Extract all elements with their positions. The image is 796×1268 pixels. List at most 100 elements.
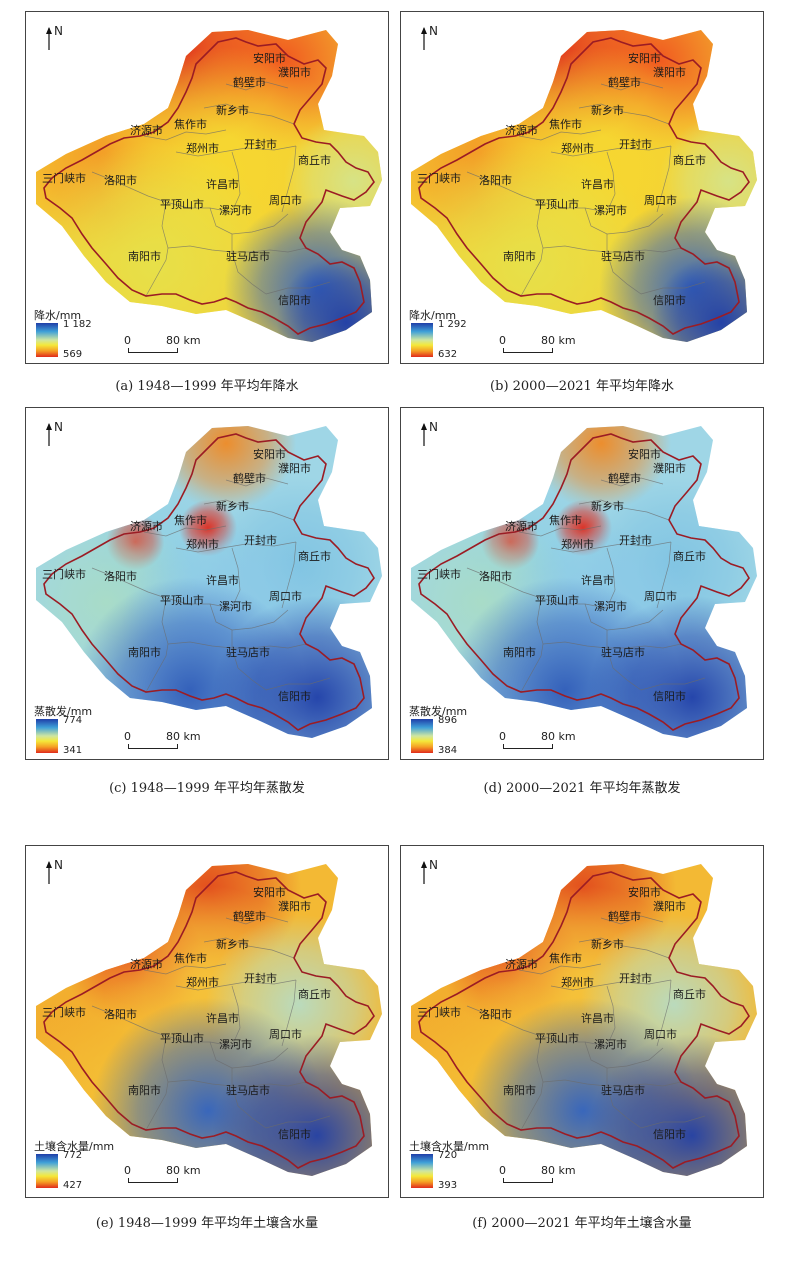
scale-line	[503, 1178, 553, 1183]
city-label-luoyang: 洛阳市	[479, 174, 512, 187]
legend-title: 降水/mm	[34, 309, 82, 322]
city-label-xinyang: 信阳市	[653, 690, 686, 703]
city-label-shangqiu: 商丘市	[298, 550, 331, 563]
city-label-xuchang: 许昌市	[581, 178, 614, 191]
city-label-jiaozuo: 焦作市	[549, 952, 582, 965]
map-panel-a: N 安阳市 濮阳市 鹤壁市 新乡市 济源市 焦作市 郑州市 开封市 商丘市 三门峡市 洛阳市 许昌市 周口…	[25, 11, 389, 364]
city-label-hebi: 鹤壁市	[233, 910, 266, 923]
city-label-shangqiu: 商丘市	[673, 550, 706, 563]
map-panel-d: N 安阳市 濮阳市 鹤壁市 新乡市 济源市 焦作市 郑州市 开封市 商丘市 三门峡市 洛阳市 许昌市 周口…	[400, 407, 764, 760]
city-label-jiyuan: 济源市	[505, 958, 538, 971]
legend-min-value: 384	[438, 745, 458, 756]
province-boundary	[43, 871, 375, 1169]
province-boundary	[43, 37, 375, 335]
scale-distance: 80 km	[541, 1164, 576, 1177]
city-label-hebi: 鹤壁市	[608, 76, 641, 89]
city-label-luoyang: 洛阳市	[479, 1008, 512, 1021]
city-label-luoyang: 洛阳市	[104, 174, 137, 187]
city-label-zhoukou: 周口市	[644, 590, 677, 603]
scale-zero: 0	[499, 1164, 506, 1177]
legend-max-value: 896	[438, 715, 458, 726]
scale-zero: 0	[124, 1164, 131, 1177]
city-label-jiyuan: 济源市	[505, 124, 538, 137]
map-raster-d	[411, 426, 757, 738]
city-label-xinyang: 信阳市	[653, 294, 686, 307]
city-label-nanyang: 南阳市	[503, 250, 536, 263]
city-label-hebi: 鹤壁市	[233, 472, 266, 485]
city-label-zhumadian: 驻马店市	[226, 1084, 270, 1097]
city-label-luohe: 漯河市	[594, 204, 627, 217]
legend-min-value: 632	[438, 349, 458, 360]
north-label: N	[54, 858, 63, 872]
panel-caption-e: (e) 1948—1999 年平均年土壤含水量	[95, 1216, 319, 1231]
city-label-jiaozuo: 焦作市	[174, 952, 207, 965]
city-label-shangqiu: 商丘市	[298, 988, 331, 1001]
city-label-xuchang: 许昌市	[206, 178, 239, 191]
city-label-anyang: 安阳市	[628, 448, 661, 461]
scale-line	[128, 744, 178, 749]
city-label-zhumadian: 驻马店市	[601, 1084, 645, 1097]
map-panel-e: N 安阳市 濮阳市 鹤壁市 新乡市 济源市 焦作市 郑州市 开封市 商丘市 三门峡市 洛阳市 许昌市 周口…	[25, 845, 389, 1198]
city-label-puyang: 濮阳市	[653, 66, 686, 79]
city-label-xinxiang: 新乡市	[591, 104, 624, 117]
city-label-puyang: 濮阳市	[653, 900, 686, 913]
map-panel-b: N 安阳市 濮阳市 鹤壁市 新乡市 济源市 焦作市 郑州市 开封市 商丘市 三门峡市 洛阳市 许昌市 周口…	[400, 11, 764, 364]
north-label: N	[54, 420, 63, 434]
city-label-anyang: 安阳市	[253, 448, 286, 461]
north-arrow-icon	[421, 861, 427, 884]
city-label-sanmenxia: 三门峡市	[42, 172, 86, 185]
legend-max-value: 1 182	[63, 319, 92, 330]
city-label-zhengzhou: 郑州市	[186, 142, 219, 155]
city-label-zhoukou: 周口市	[269, 590, 302, 603]
province-boundary	[418, 433, 750, 731]
city-label-zhengzhou: 郑州市	[561, 538, 594, 551]
city-label-kaifeng: 开封市	[619, 534, 652, 547]
north-arrow-icon	[421, 27, 427, 50]
city-label-xinyang: 信阳市	[278, 294, 311, 307]
province-boundary	[418, 871, 750, 1169]
city-label-kaifeng: 开封市	[244, 138, 277, 151]
city-label-xuchang: 许昌市	[581, 1012, 614, 1025]
city-label-puyang: 濮阳市	[653, 462, 686, 475]
city-label-pingdingshan: 平顶山市	[535, 594, 579, 607]
scale-line	[128, 1178, 178, 1183]
scale-distance: 80 km	[541, 730, 576, 743]
city-label-puyang: 濮阳市	[278, 462, 311, 475]
city-label-puyang: 濮阳市	[278, 900, 311, 913]
legend-colorbar	[411, 323, 433, 357]
city-label-hebi: 鹤壁市	[233, 76, 266, 89]
city-label-jiyuan: 济源市	[130, 520, 163, 533]
city-label-hebi: 鹤壁市	[608, 472, 641, 485]
city-label-jiaozuo: 焦作市	[174, 118, 207, 131]
city-label-luohe: 漯河市	[219, 204, 252, 217]
city-label-zhumadian: 驻马店市	[601, 250, 645, 263]
city-label-puyang: 濮阳市	[278, 66, 311, 79]
city-label-anyang: 安阳市	[628, 886, 661, 899]
panel-caption-d: (d) 2000—2021 年平均年蒸散发	[483, 781, 681, 796]
city-label-luohe: 漯河市	[219, 1038, 252, 1051]
city-label-jiyuan: 济源市	[505, 520, 538, 533]
city-label-pingdingshan: 平顶山市	[535, 1032, 579, 1045]
province-boundary	[43, 433, 375, 731]
north-label: N	[54, 24, 63, 38]
city-label-anyang: 安阳市	[253, 52, 286, 65]
city-label-kaifeng: 开封市	[244, 972, 277, 985]
scale-line	[503, 744, 553, 749]
city-label-xinyang: 信阳市	[278, 1128, 311, 1141]
city-label-zhengzhou: 郑州市	[186, 976, 219, 989]
map-raster-a	[36, 30, 382, 342]
city-label-shangqiu: 商丘市	[673, 988, 706, 1001]
city-label-xuchang: 许昌市	[581, 574, 614, 587]
legend-max-value: 1 292	[438, 319, 467, 330]
city-label-xinxiang: 新乡市	[216, 938, 249, 951]
scale-zero: 0	[499, 730, 506, 743]
city-label-sanmenxia: 三门峡市	[417, 568, 461, 581]
north-arrow-icon	[46, 423, 52, 446]
city-label-luohe: 漯河市	[219, 600, 252, 613]
north-arrow-icon	[421, 423, 427, 446]
city-label-pingdingshan: 平顶山市	[160, 1032, 204, 1045]
city-label-nanyang: 南阳市	[503, 1084, 536, 1097]
map-raster-c	[36, 426, 382, 738]
legend-title: 蒸散发/mm	[409, 705, 468, 718]
legend-min-value: 427	[63, 1180, 83, 1191]
